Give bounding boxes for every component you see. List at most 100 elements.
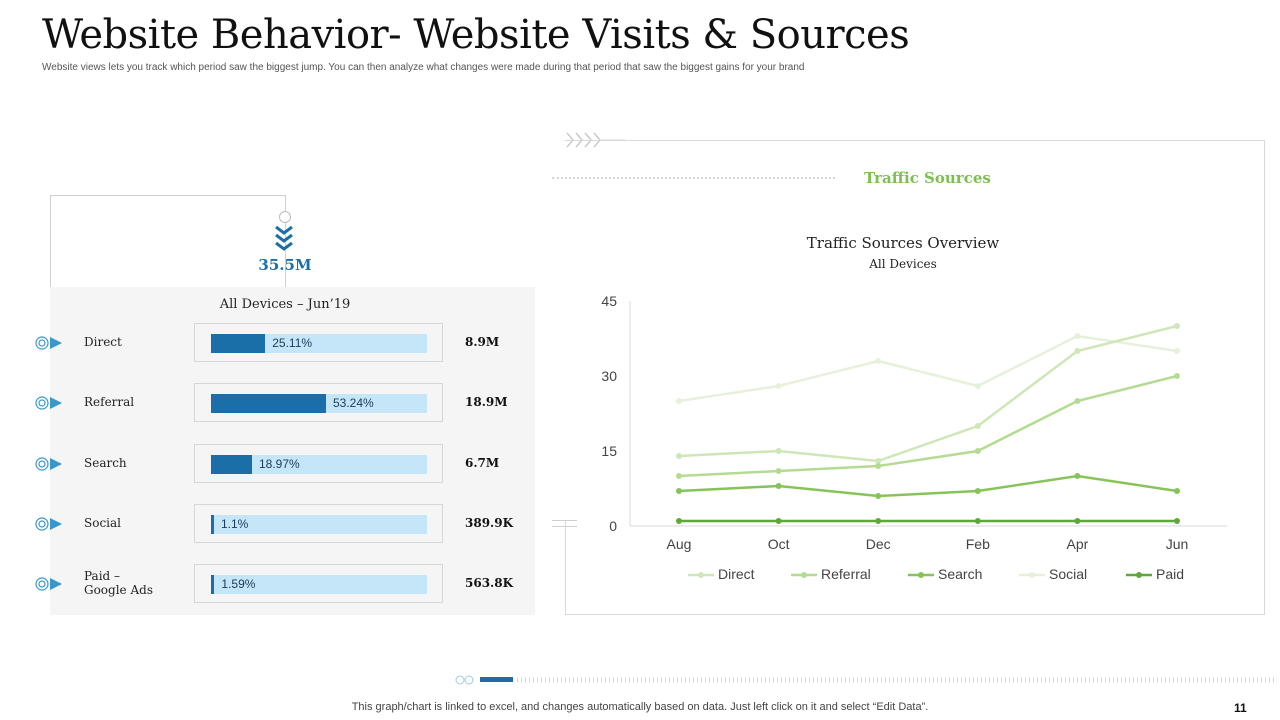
x-tick-label: Dec xyxy=(866,536,891,552)
footer-note: This graph/chart is linked to excel, and… xyxy=(351,701,929,713)
data-point-paid xyxy=(1074,518,1081,524)
series-line-direct xyxy=(678,324,1178,463)
bar-box: 25.11% xyxy=(194,323,443,362)
bar-box: 1.59% xyxy=(194,564,443,603)
chart-subtitle: All Devices xyxy=(869,257,937,271)
data-point-search xyxy=(1174,488,1180,494)
data-point-social xyxy=(1174,348,1180,354)
data-point-search xyxy=(974,488,981,494)
bar-percent-label: 1.59% xyxy=(221,577,256,591)
device-label: Social xyxy=(84,516,121,530)
y-tick-label: 45 xyxy=(601,293,617,309)
x-tick-label: Apr xyxy=(1067,536,1089,552)
data-point-social xyxy=(1074,333,1081,339)
legend-label: Referral xyxy=(821,566,871,582)
y-tick-label: 0 xyxy=(609,518,617,534)
device-label: Paid – Google Ads xyxy=(84,569,153,597)
connector-bracket xyxy=(50,195,286,295)
bar-fill xyxy=(211,334,266,353)
series-line-referral xyxy=(678,374,1178,478)
data-point-social xyxy=(676,398,682,404)
legend-label: Paid xyxy=(1156,566,1184,582)
data-point-referral xyxy=(775,468,782,474)
y-tick-label: 15 xyxy=(601,443,617,459)
legend-label: Search xyxy=(938,566,982,582)
data-point-paid xyxy=(676,518,682,524)
bar-box: 1.1% xyxy=(194,504,443,543)
legend-marker xyxy=(1029,572,1035,578)
frame-tick xyxy=(552,520,577,527)
data-point-social xyxy=(775,383,782,389)
bar-fill xyxy=(211,394,326,413)
device-value: 18.9M xyxy=(465,395,508,409)
data-point-paid xyxy=(775,518,782,524)
bar-track: 18.97% xyxy=(211,455,427,474)
legend-label: Direct xyxy=(718,566,755,582)
legend-label: Social xyxy=(1049,566,1087,582)
bar-box: 18.97% xyxy=(194,444,443,483)
data-point-search xyxy=(875,493,882,499)
bar-track: 1.59% xyxy=(211,575,427,594)
device-value: 8.9M xyxy=(465,335,500,349)
chevron-down-icon xyxy=(275,225,293,251)
device-value: 563.8K xyxy=(465,576,514,590)
legend-marker xyxy=(918,572,924,578)
chart-frame-left xyxy=(565,520,566,615)
device-value: 6.7M xyxy=(465,456,500,470)
page-subtitle: Website views lets you track which perio… xyxy=(42,62,805,73)
data-point-direct xyxy=(1174,323,1180,329)
target-arrow-icon xyxy=(35,457,62,471)
bar-percent-label: 25.11% xyxy=(272,336,313,350)
data-point-referral xyxy=(1074,398,1081,404)
bar-track: 1.1% xyxy=(211,515,427,534)
total-visits: 35.5M xyxy=(258,256,312,274)
legend-marker xyxy=(1136,572,1142,578)
x-tick-label: Jun xyxy=(1166,536,1189,552)
y-tick-label: 30 xyxy=(601,368,617,384)
data-point-direct xyxy=(875,458,882,464)
data-point-search xyxy=(676,488,682,494)
data-point-search xyxy=(775,483,782,489)
bar-fill xyxy=(211,515,214,534)
target-arrow-icon xyxy=(35,336,62,350)
data-point-direct xyxy=(974,423,981,429)
series-line-social xyxy=(678,334,1178,403)
legend-marker xyxy=(801,572,807,578)
x-tick-label: Feb xyxy=(966,536,990,552)
devices-header: All Devices – Jun’19 xyxy=(219,297,351,312)
data-point-referral xyxy=(974,448,981,454)
page-title: Website Behavior- Website Visits & Sourc… xyxy=(42,12,910,58)
bar-box: 53.24% xyxy=(194,383,443,422)
target-arrow-icon xyxy=(35,396,62,410)
progress-indicator xyxy=(455,675,1275,685)
target-arrow-icon xyxy=(35,517,62,531)
chart-title: Traffic Sources Overview xyxy=(806,234,1000,252)
bar-track: 53.24% xyxy=(211,394,427,413)
device-label: Direct xyxy=(84,335,122,349)
data-point-paid xyxy=(1174,518,1180,524)
device-value: 389.9K xyxy=(465,516,514,530)
section-heading: Traffic Sources xyxy=(864,169,991,187)
data-point-referral xyxy=(1174,373,1180,379)
data-point-paid xyxy=(974,518,981,524)
bar-percent-label: 1.1% xyxy=(221,517,249,531)
device-label: Search xyxy=(84,456,127,470)
chart-frame xyxy=(565,140,1265,615)
bar-track: 25.11% xyxy=(211,334,427,353)
x-tick-label: Oct xyxy=(768,536,790,552)
series-line-search xyxy=(678,474,1178,498)
data-point-referral xyxy=(875,463,882,469)
data-point-direct xyxy=(1074,348,1081,354)
target-arrow-icon xyxy=(35,577,62,591)
device-label: Referral xyxy=(84,395,135,409)
data-point-direct xyxy=(775,448,782,454)
legend-marker xyxy=(698,572,704,578)
dotted-divider xyxy=(552,177,835,179)
data-point-paid xyxy=(875,518,882,524)
data-point-referral xyxy=(676,473,682,479)
x-tick-label: Aug xyxy=(667,536,692,552)
data-point-social xyxy=(974,383,981,389)
connector-node xyxy=(279,211,291,223)
bar-percent-label: 53.24% xyxy=(332,396,374,410)
